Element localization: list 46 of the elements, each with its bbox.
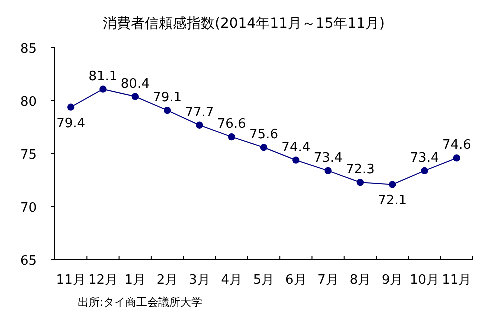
x-tick-label: 6月: [286, 273, 307, 288]
point: [292, 156, 300, 164]
data-label: 79.1: [153, 90, 182, 106]
point: [389, 181, 396, 188]
data-label: 79.4: [56, 116, 86, 132]
x-tick-label: 12月: [88, 273, 118, 288]
point: [196, 122, 204, 129]
x-tick-label: 11月: [56, 273, 86, 288]
x-tick-label: 2月: [156, 273, 178, 288]
point: [100, 86, 107, 93]
data-label: 73.4: [314, 150, 343, 166]
y-tick-label: 65: [20, 254, 37, 269]
chart-title: 消費者信頼感指数(2014年11月～15年11月): [103, 16, 385, 32]
x-tick-label: 1月: [124, 273, 146, 288]
data-label: 72.3: [346, 162, 375, 178]
data-label: 72.1: [378, 194, 408, 209]
x-tick-label: 10月: [410, 273, 440, 288]
x-tick-label: 7月: [318, 273, 339, 288]
point: [421, 167, 428, 175]
point: [68, 104, 75, 111]
data-label: 73.4: [410, 150, 440, 166]
x-tick-label: 11月: [442, 273, 472, 288]
data-label: 81.1: [88, 69, 118, 84]
x-tick-label: 4月: [221, 273, 242, 288]
y-tick-label: 80: [20, 95, 37, 110]
data-label: 74.6: [442, 138, 472, 154]
x-tick-label: 8月: [350, 273, 372, 288]
x-tick-label: 5月: [253, 273, 275, 288]
point: [453, 154, 460, 162]
data-label: 76.6: [217, 117, 246, 132]
point: [228, 133, 236, 141]
x-tick-label: 3月: [189, 273, 210, 288]
y-tick-label: 70: [20, 201, 37, 216]
data-label: 74.4: [282, 140, 311, 156]
point: [260, 144, 268, 152]
point: [132, 93, 139, 100]
data-label: 77.7: [185, 105, 214, 120]
y-tick-label: 75: [20, 148, 37, 163]
data-label: 80.4: [120, 76, 150, 92]
x-tick-label: 9月: [382, 273, 404, 288]
y-tick-label: 85: [20, 42, 37, 57]
data-label: 75.6: [250, 128, 278, 143]
point: [164, 106, 172, 114]
text: 出所:タイ商工会議所大学: [78, 296, 203, 309]
point: [356, 179, 364, 186]
point: [324, 167, 332, 175]
